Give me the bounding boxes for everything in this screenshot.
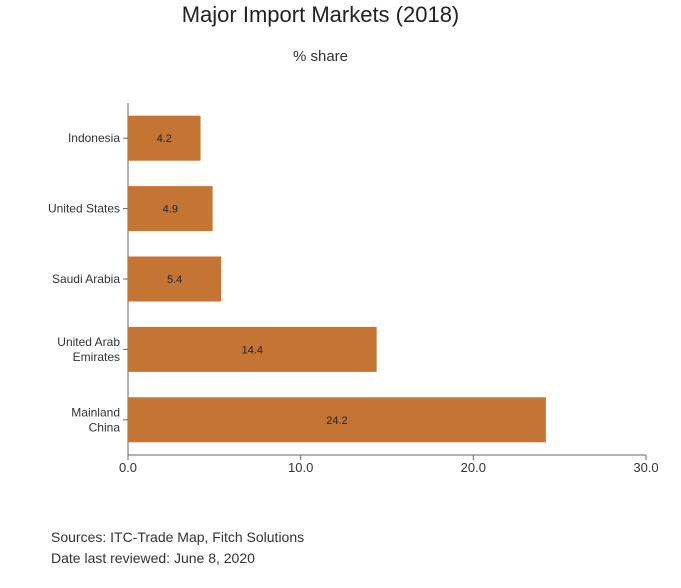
data-label: 4.2 [157,133,172,145]
x-tick-label: 20.0 [461,460,486,475]
category-label: United States [48,202,120,216]
category-label: Emirates [73,350,120,364]
bar [128,326,377,372]
category-label: Mainland [71,405,120,419]
bar [128,397,546,443]
data-label: 14.4 [242,344,263,356]
chart-title: Major Import Markets (2018) [181,2,460,27]
data-label: 5.4 [167,274,182,286]
x-tick-label: 30.0 [633,460,658,475]
data-label: 4.9 [163,204,178,216]
bar [128,115,201,161]
category-label: China [89,420,121,434]
category-label: United Arab [57,335,120,349]
category-label: Indonesia [68,131,120,145]
bar [128,256,222,302]
bar-chart: 0.0 10.0 20.0 30.0 Indonesia 4.2 United States… [48,103,659,475]
x-tick-label: 10.0 [288,460,313,475]
review-date-note: Date last reviewed: June 8, 2020 [51,550,255,566]
category-label: Saudi Arabia [52,272,120,286]
chart-footer: Sources: ITC-Trade Map, Fitch Solutions … [51,527,304,569]
sources-note: Sources: ITC-Trade Map, Fitch Solutions [51,529,305,545]
x-tick-label: 0.0 [119,460,137,475]
chart-subtitle: % share [292,48,349,65]
data-label: 24.2 [326,415,347,427]
bar [128,186,213,232]
